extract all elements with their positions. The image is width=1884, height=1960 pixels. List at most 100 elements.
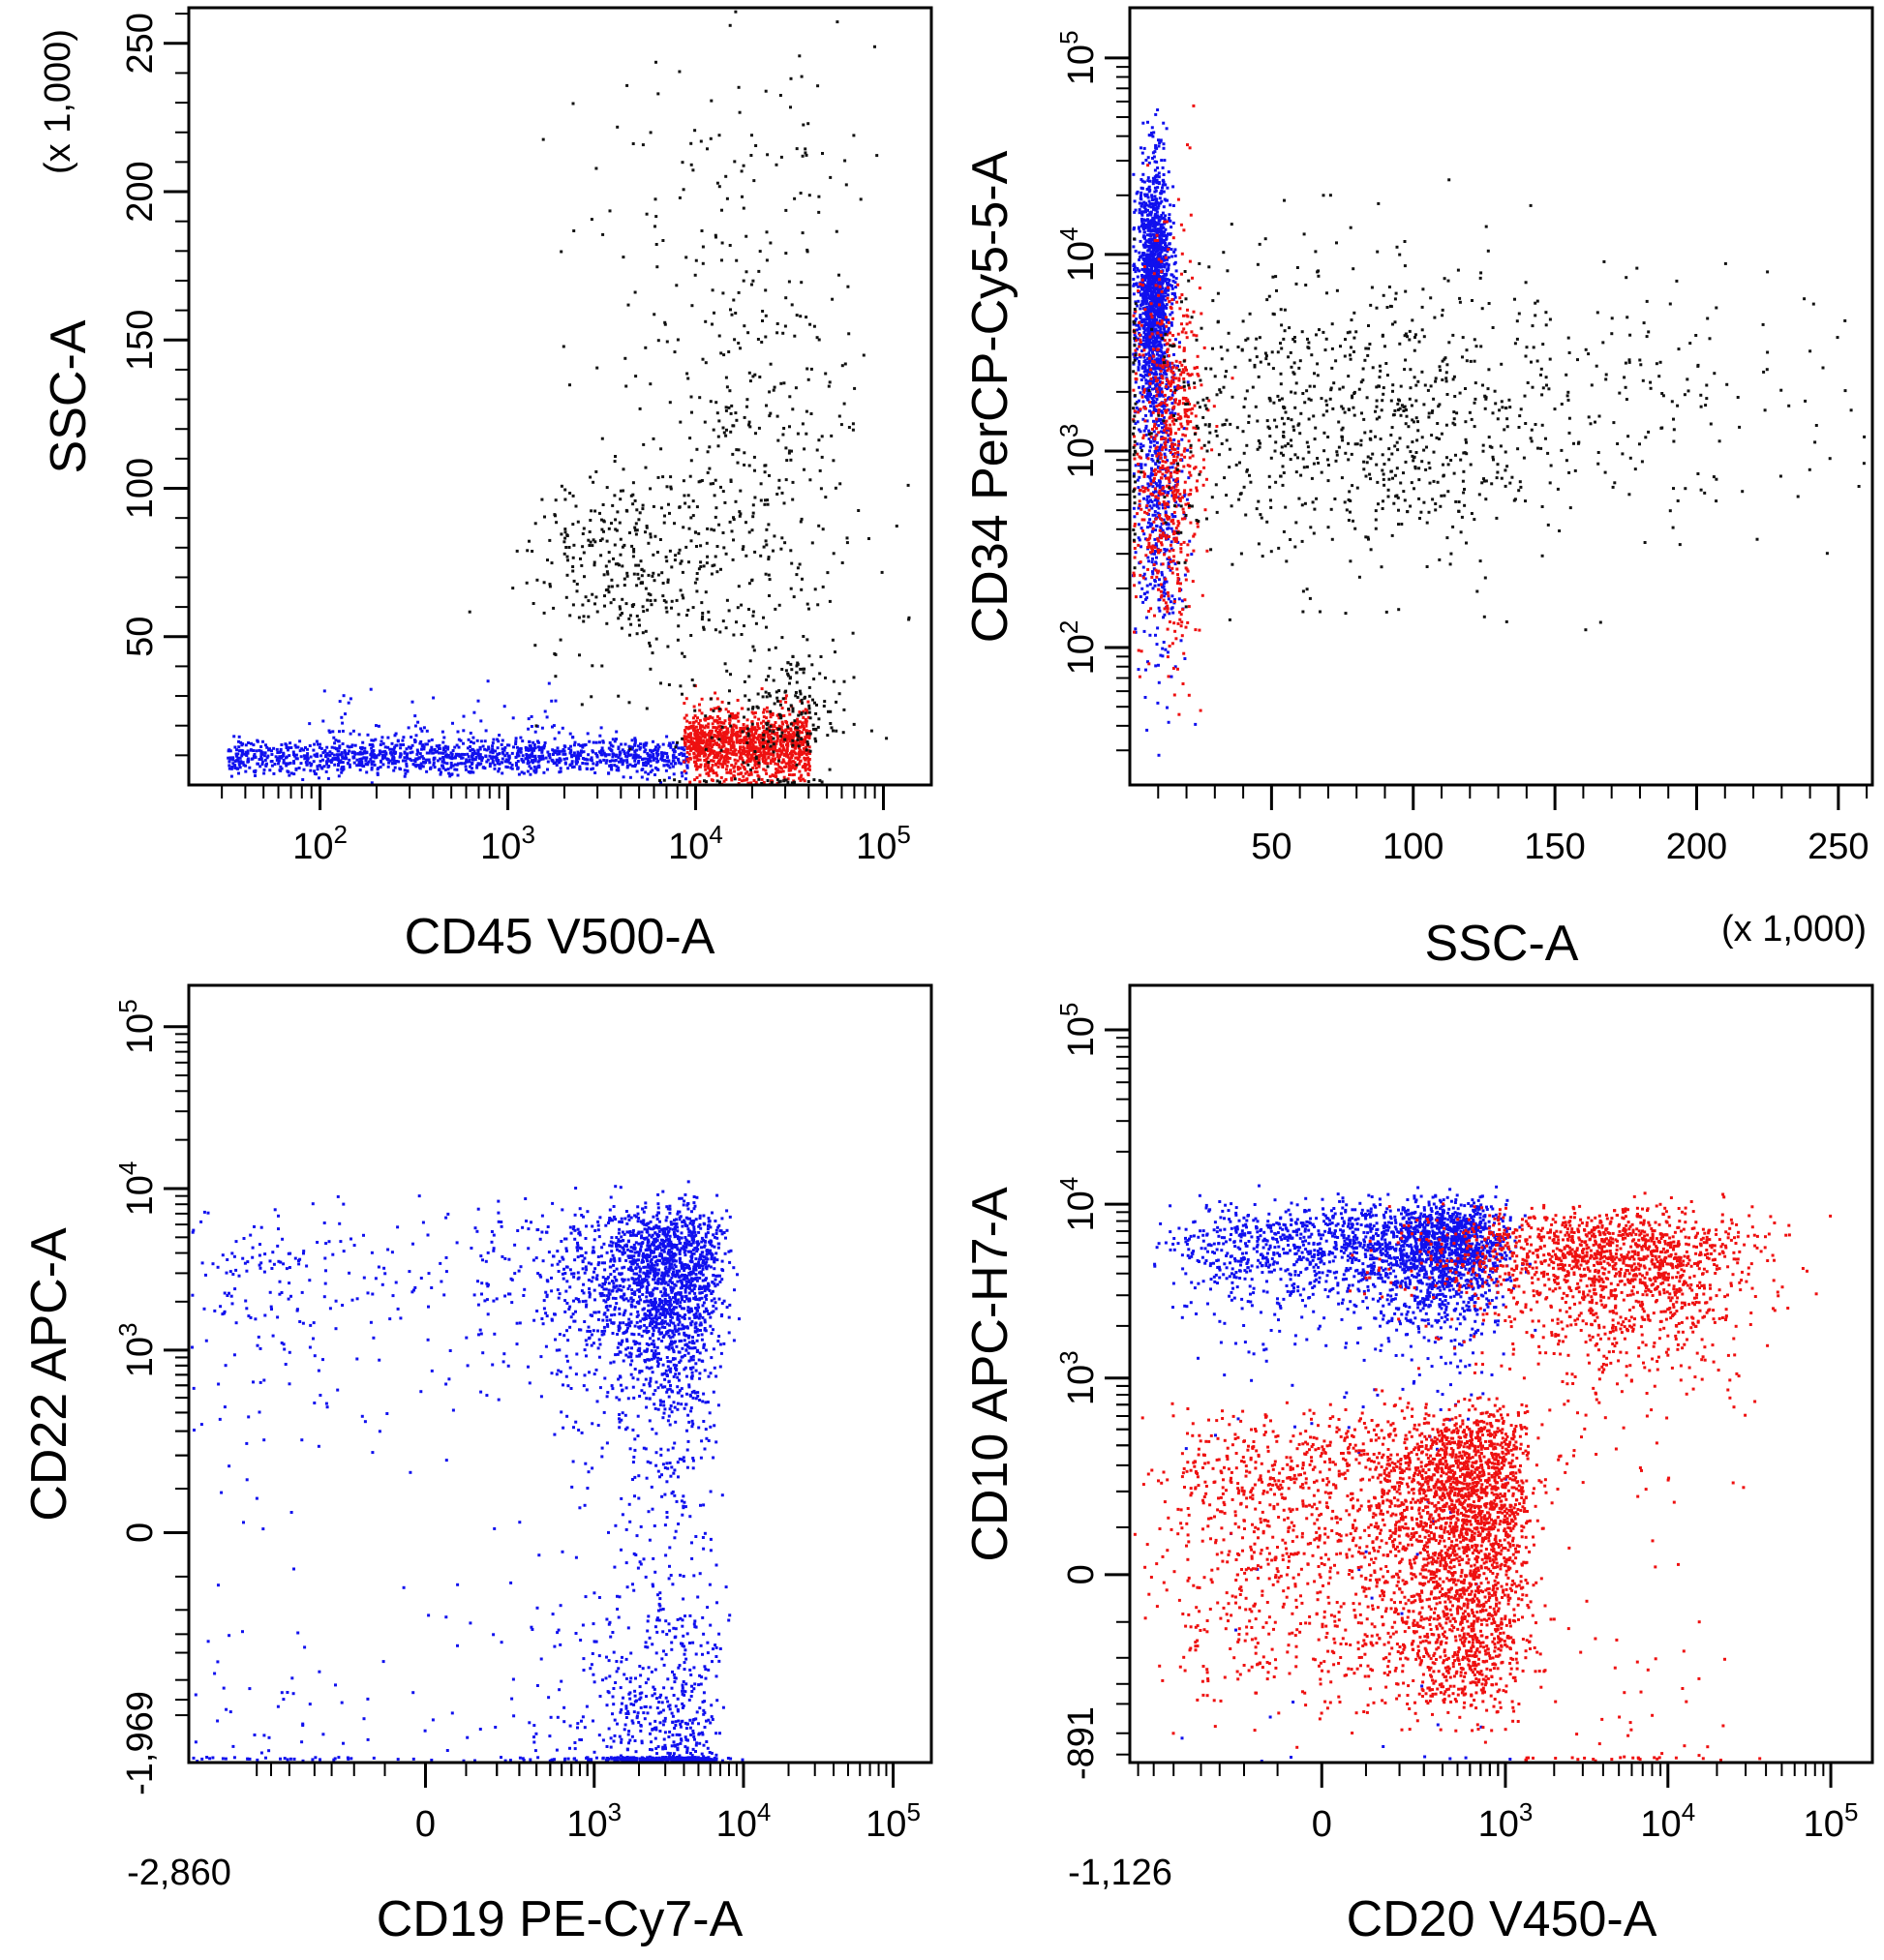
data-point <box>762 710 766 714</box>
data-point <box>743 324 746 328</box>
data-point <box>1167 256 1170 259</box>
data-point <box>1147 258 1151 262</box>
data-point <box>1132 284 1136 287</box>
data-point <box>364 759 368 763</box>
data-point <box>1162 205 1166 209</box>
data-point <box>842 402 846 406</box>
data-point <box>800 517 804 521</box>
data-point <box>617 756 621 760</box>
data-point <box>712 709 715 712</box>
data-point <box>708 739 711 743</box>
data-point <box>635 584 639 588</box>
data-point <box>698 731 702 735</box>
data-point <box>749 770 753 774</box>
data-point <box>619 553 623 557</box>
data-point <box>1141 256 1145 260</box>
data-point <box>761 732 765 735</box>
data-point <box>578 765 582 769</box>
data-point <box>524 757 528 761</box>
data-point <box>717 523 721 527</box>
data-point <box>474 755 478 759</box>
data-point <box>689 395 693 399</box>
data-point <box>429 748 433 752</box>
data-point <box>779 155 783 159</box>
data-point <box>693 760 697 764</box>
data-point <box>568 764 572 768</box>
data-point <box>1134 208 1138 212</box>
data-point <box>622 256 625 259</box>
data-point <box>555 521 559 525</box>
data-point <box>714 478 717 482</box>
data-point <box>348 749 351 753</box>
data-point <box>631 764 635 768</box>
data-point <box>713 756 716 760</box>
data-point <box>805 602 809 606</box>
data-point <box>789 722 793 726</box>
data-point <box>691 716 695 720</box>
data-point <box>740 603 744 607</box>
data-point <box>703 765 707 769</box>
data-point <box>782 427 786 430</box>
data-point <box>1158 340 1162 344</box>
data-point <box>764 288 768 292</box>
data-point <box>827 709 830 713</box>
data-point <box>1166 250 1170 254</box>
data-point <box>366 733 370 737</box>
data-point <box>278 755 282 759</box>
data-point <box>230 766 234 769</box>
data-point <box>530 725 533 728</box>
data-point <box>1145 188 1149 191</box>
data-point <box>546 768 549 771</box>
data-point <box>696 737 700 740</box>
data-point <box>338 730 341 734</box>
data-point <box>558 757 562 761</box>
data-point <box>1154 247 1158 251</box>
data-point <box>527 717 531 721</box>
data-point <box>590 218 593 222</box>
data-point <box>404 771 408 775</box>
data-point <box>714 762 717 766</box>
data-point <box>433 748 437 751</box>
data-point <box>462 714 466 718</box>
data-point <box>1151 249 1155 253</box>
data-point <box>508 761 512 765</box>
data-point <box>664 606 668 610</box>
data-point <box>295 757 299 761</box>
data-point <box>369 758 373 762</box>
data-point <box>679 561 683 565</box>
data-point <box>733 338 737 342</box>
data-point <box>681 593 684 597</box>
data-point <box>762 741 766 745</box>
data-point <box>316 754 319 758</box>
data-point <box>766 762 770 766</box>
data-point <box>820 435 824 438</box>
data-point <box>798 740 802 744</box>
data-point <box>1153 338 1157 342</box>
data-point <box>795 680 799 684</box>
data-point <box>1149 257 1153 261</box>
data-point <box>348 763 351 767</box>
data-point <box>1133 333 1137 337</box>
data-point <box>233 764 237 768</box>
data-point <box>707 773 711 777</box>
data-point <box>694 741 698 745</box>
data-point <box>784 765 788 769</box>
data-point <box>775 322 779 325</box>
data-point <box>829 709 833 713</box>
data-point <box>647 541 651 545</box>
data-point <box>1148 179 1151 183</box>
data-point <box>788 767 792 770</box>
data-point <box>511 587 515 590</box>
data-point <box>663 320 667 324</box>
data-point <box>711 288 714 292</box>
data-point <box>734 734 738 738</box>
data-point <box>785 721 789 724</box>
data-point <box>1134 270 1138 274</box>
data-point <box>1140 262 1144 266</box>
data-point <box>685 764 689 768</box>
data-point <box>280 743 284 746</box>
data-point <box>726 731 730 735</box>
data-point <box>265 756 269 760</box>
data-point <box>705 780 709 784</box>
data-point <box>625 761 629 765</box>
